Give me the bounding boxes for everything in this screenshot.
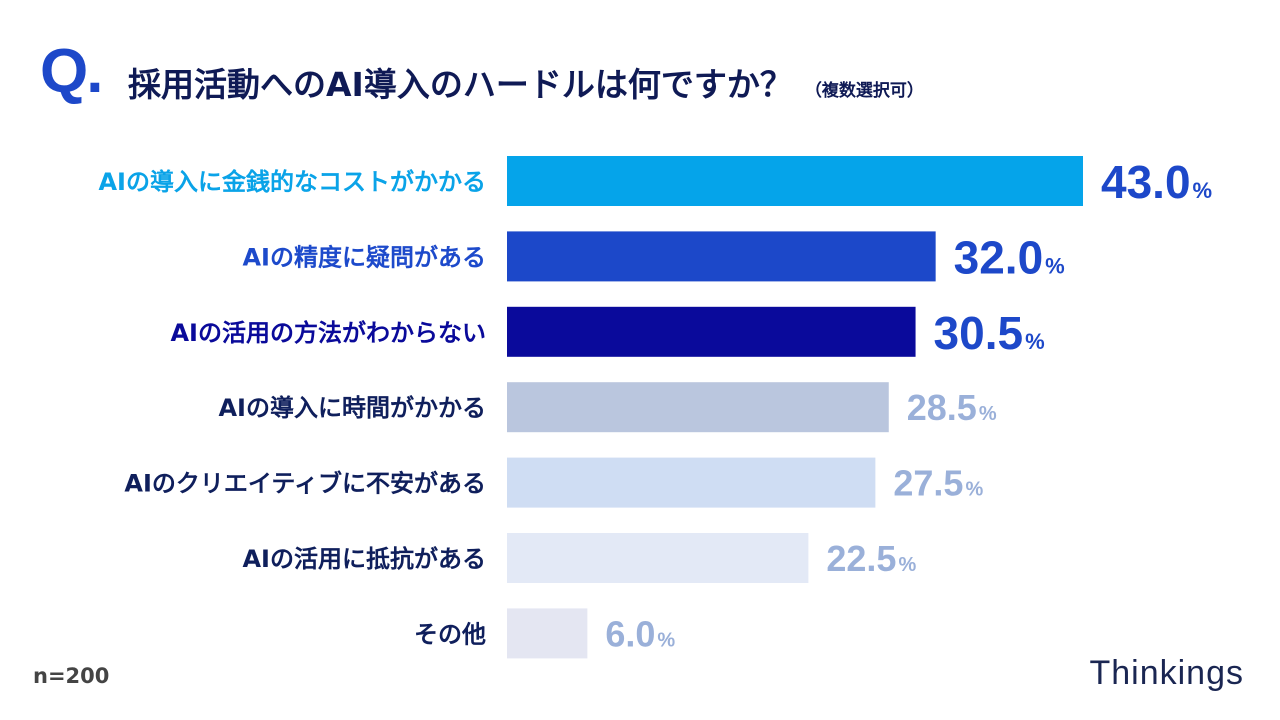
sample-size: n=200 (33, 664, 110, 688)
value-label: 30.5% (934, 307, 1045, 359)
bar (507, 533, 809, 583)
value-label: 43.0% (1101, 156, 1212, 208)
bar (507, 457, 876, 508)
value-label: 28.5% (907, 387, 997, 428)
category-label: AIの活用の方法がわからない (170, 319, 486, 347)
category-label: AIの活用に抵抗がある (242, 545, 486, 573)
bar (507, 231, 936, 282)
value-label: 27.5% (893, 463, 983, 504)
bar (507, 608, 588, 659)
category-label: その他 (414, 620, 486, 648)
page-title: 採用活動へのAI導入のハードルは何ですか？ （複数選択可） (128, 58, 924, 106)
thinkings-logo: Thinkings (1089, 654, 1244, 692)
category-label: AIの精度に疑問がある (242, 243, 486, 271)
category-label: AIの導入に時間がかかる (218, 394, 486, 422)
title-text: 採用活動へのAI導入のハードルは何ですか？ (128, 65, 793, 104)
question-mark: Q. (40, 37, 103, 106)
value-label: 32.0% (954, 231, 1065, 283)
bar (507, 306, 916, 357)
bar (507, 382, 889, 433)
value-label: 6.0% (605, 613, 675, 654)
bar (507, 156, 1083, 206)
title-note: （複数選択可） (804, 81, 924, 101)
category-label: AIの導入に金銭的なコストがかかる (98, 168, 486, 196)
category-label: AIのクリエイティブに不安がある (124, 470, 486, 498)
value-label: 22.5% (826, 538, 916, 579)
